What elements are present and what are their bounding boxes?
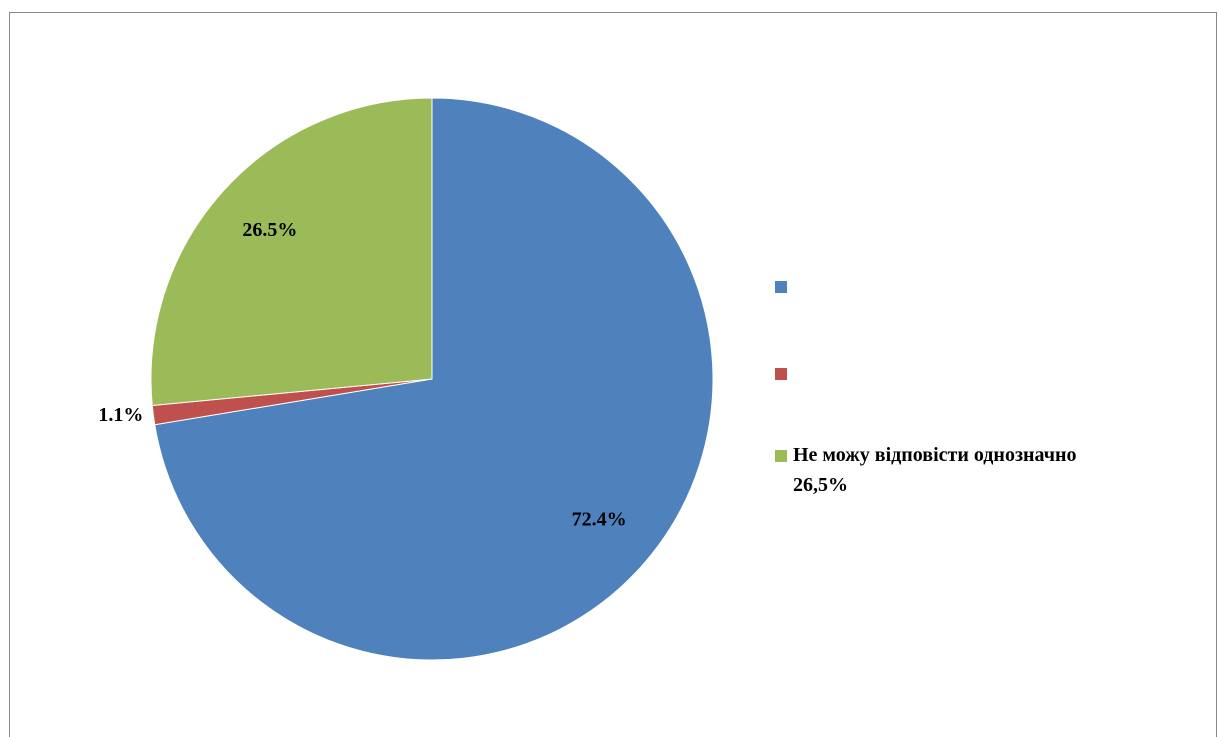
data-label: 72.4%: [572, 508, 627, 530]
pie-slice: [150, 97, 433, 406]
legend-swatch: [775, 368, 787, 380]
pie-slice: [154, 97, 714, 661]
data-label: 1.1%: [98, 404, 143, 426]
data-label: 26.5%: [242, 219, 297, 241]
legend-swatch: [775, 281, 787, 293]
legend-swatch: [775, 450, 787, 462]
legend-label: Не можу відповісти однозначно 26,5%: [793, 444, 1077, 496]
